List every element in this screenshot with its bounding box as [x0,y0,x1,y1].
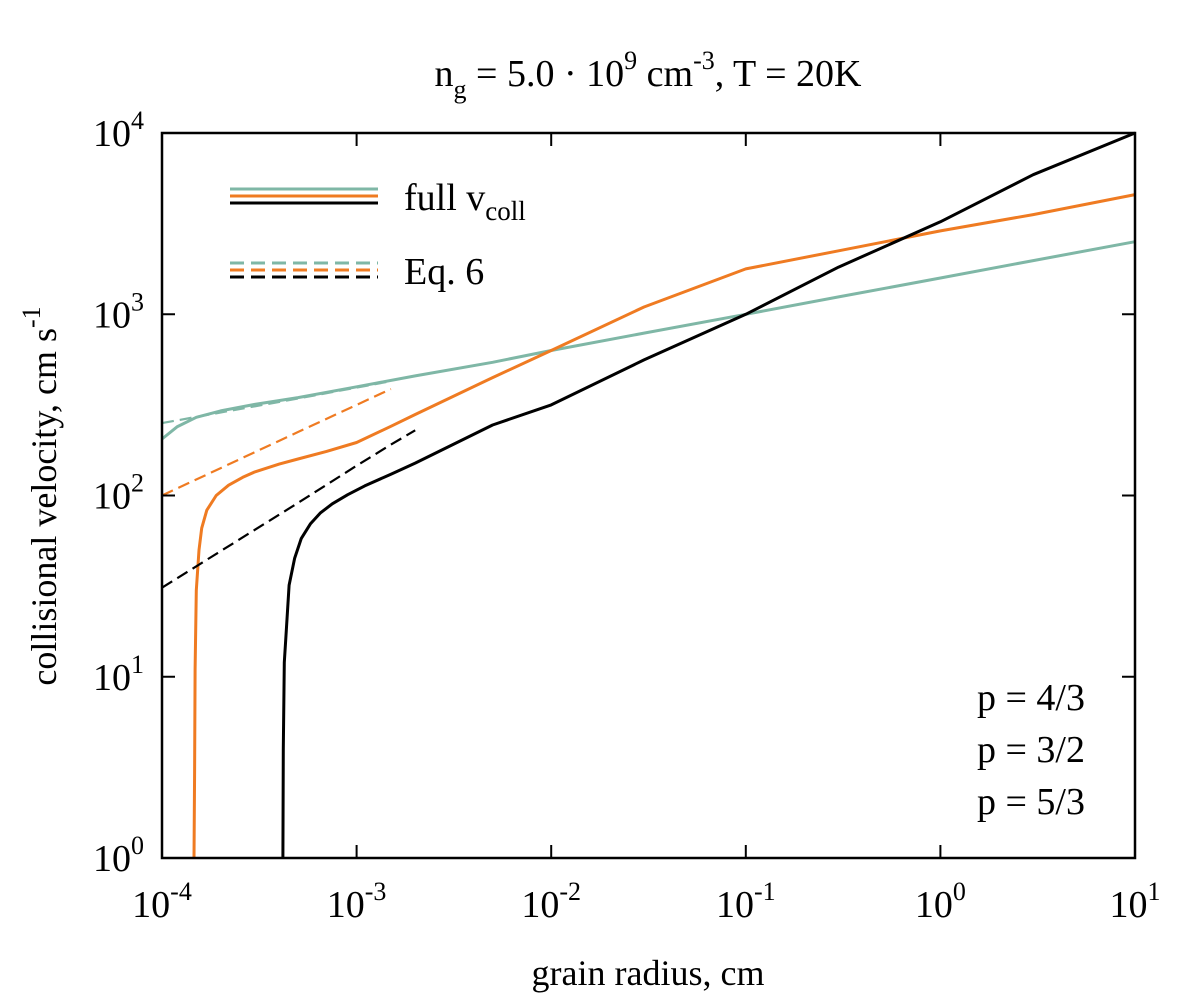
x-tick-label: 100 [915,877,966,926]
y-axis-label: collisional velocity, cm s-1 [17,306,64,685]
y-tick-label: 101 [93,650,144,699]
legend-entry-eq6: Eq. 6 [230,251,484,293]
legend-entry-full-vcoll: full vcoll [230,177,526,226]
series-line-53-dashed [161,429,416,589]
x-tick-label: 10-4 [132,877,192,926]
legend-label-full-vcoll: full vcoll [404,177,526,226]
x-axis-label: grain radius, cm [532,953,765,993]
series-curves [161,131,1136,859]
series-line-43-solid [161,240,1136,441]
x-tick-label: 101 [1110,877,1161,926]
axis-ticks [162,133,1135,858]
y-tick-label: 102 [93,469,144,518]
series-line-32-dashed [161,388,392,497]
series-line-32-solid [192,193,1136,859]
tick-labels: 10-4 10-3 10-2 10-1 100 101 100 101 102 103 104 [93,106,1161,926]
annotation-p-5-3: p = 5/3 [977,781,1085,823]
series-line-43-dashed [161,380,392,425]
x-tick-label: 10-3 [327,877,387,926]
annotation-p-3-2: p = 3/2 [977,729,1085,771]
x-tick-label: 10-2 [521,877,581,926]
y-tick-label: 104 [93,106,144,155]
series-line-53-solid [281,131,1136,859]
annotation-p-4-3: p = 4/3 [977,677,1085,719]
legend-label-eq6: Eq. 6 [404,251,484,293]
y-tick-label: 103 [93,287,144,336]
y-tick-label: 100 [93,831,144,880]
p-annotations: p = 4/3 p = 3/2 p = 5/3 [977,677,1085,823]
chart-title: ng = 5.0 · 109 cm-3, T = 20K [435,46,862,104]
legend: full vcoll Eq. 6 [230,177,526,293]
x-tick-label: 10-1 [716,877,776,926]
